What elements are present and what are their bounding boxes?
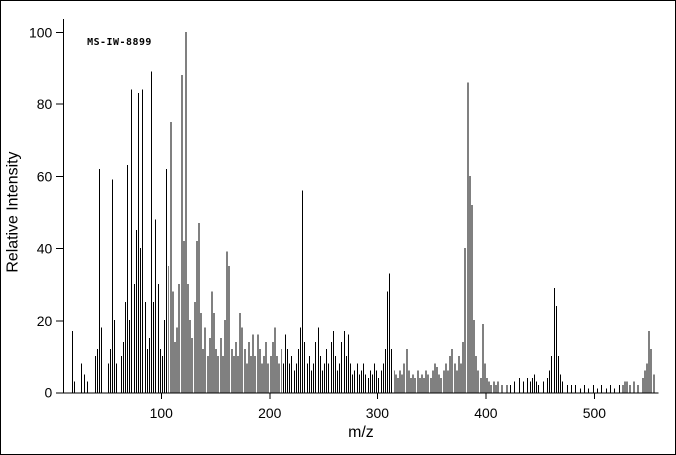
y-tick-label: 100 [29, 24, 52, 40]
peaks-group [72, 31, 655, 393]
y-tick-label: 40 [37, 240, 53, 256]
axes-group: 100 200 300 400 500 0 20 40 60 80 100 [29, 18, 659, 421]
x-tick-label: 200 [258, 405, 281, 421]
x-tick-label: 400 [474, 405, 497, 421]
y-tick-label: 80 [37, 96, 53, 112]
y-tick-label: 0 [45, 385, 53, 401]
x-tick-label: 100 [150, 405, 173, 421]
y-tick-label: 60 [37, 169, 53, 185]
x-tick-label: 500 [583, 405, 606, 421]
x-axis-title: m/z [348, 424, 374, 441]
y-tick-label: 20 [37, 313, 53, 329]
spectrum-id-label: MS-IW-8899 [87, 37, 152, 48]
x-tick-label: 300 [366, 405, 389, 421]
y-axis-title: Relative Intensity [4, 151, 21, 272]
